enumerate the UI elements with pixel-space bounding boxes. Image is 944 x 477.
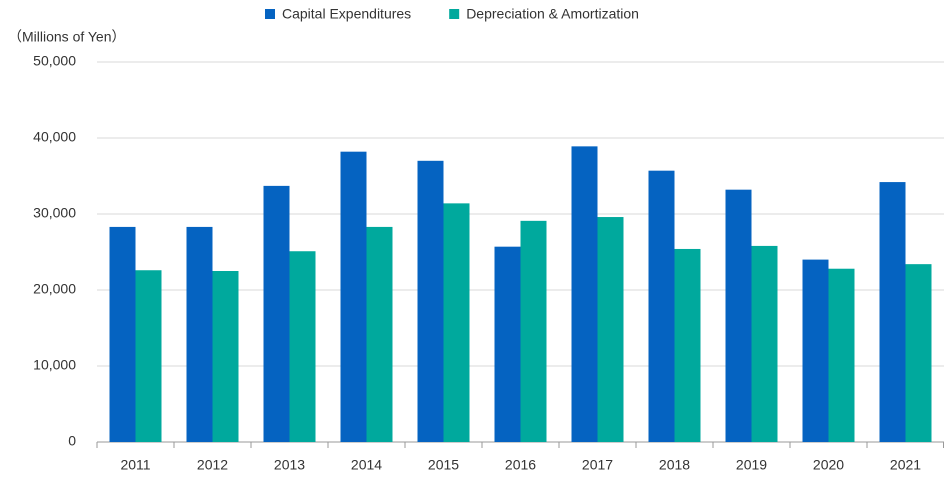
x-tick-label: 2013 (274, 457, 305, 473)
bar (751, 245, 778, 442)
bar (802, 259, 829, 442)
x-tick-label: 2018 (659, 457, 690, 473)
x-tick-label: 2014 (351, 457, 382, 473)
y-tick-label: 30,000 (33, 205, 76, 221)
x-tick-label: 2020 (813, 457, 844, 473)
bar (443, 203, 470, 442)
bar (648, 170, 675, 442)
bar (674, 248, 701, 442)
x-tick-label: 2021 (890, 457, 921, 473)
legend-label: Depreciation & Amortization (466, 6, 639, 22)
bar (340, 151, 367, 442)
bar (597, 217, 624, 442)
bar (186, 226, 213, 442)
x-tick-label: 2012 (197, 457, 228, 473)
legend-swatch (265, 9, 275, 19)
legend-label: Capital Expenditures (282, 6, 411, 22)
x-tick-label: 2011 (120, 457, 150, 473)
bar (520, 220, 547, 442)
y-tick-label: 40,000 (33, 129, 76, 145)
bar (135, 270, 162, 442)
bar (828, 268, 855, 442)
x-tick-label: 2015 (428, 457, 459, 473)
y-tick-label: 0 (68, 433, 76, 449)
bar (263, 185, 290, 442)
bar (725, 189, 752, 442)
bar (289, 251, 316, 442)
legend-swatch (449, 9, 460, 19)
y-axis-label: （Millions of Yen） (8, 29, 126, 45)
x-tick-label: 2016 (505, 457, 536, 473)
bar (879, 182, 906, 442)
x-tick-label: 2019 (736, 457, 767, 473)
y-tick-label: 50,000 (33, 53, 76, 69)
x-tick-label: 2017 (582, 457, 613, 473)
bar (109, 226, 136, 442)
bar (571, 146, 598, 443)
bar (905, 264, 932, 442)
bar (494, 246, 521, 442)
y-tick-label: 20,000 (33, 281, 76, 297)
bar (366, 226, 393, 442)
y-tick-label: 10,000 (33, 357, 76, 373)
bar (212, 271, 239, 442)
bar (417, 160, 444, 443)
